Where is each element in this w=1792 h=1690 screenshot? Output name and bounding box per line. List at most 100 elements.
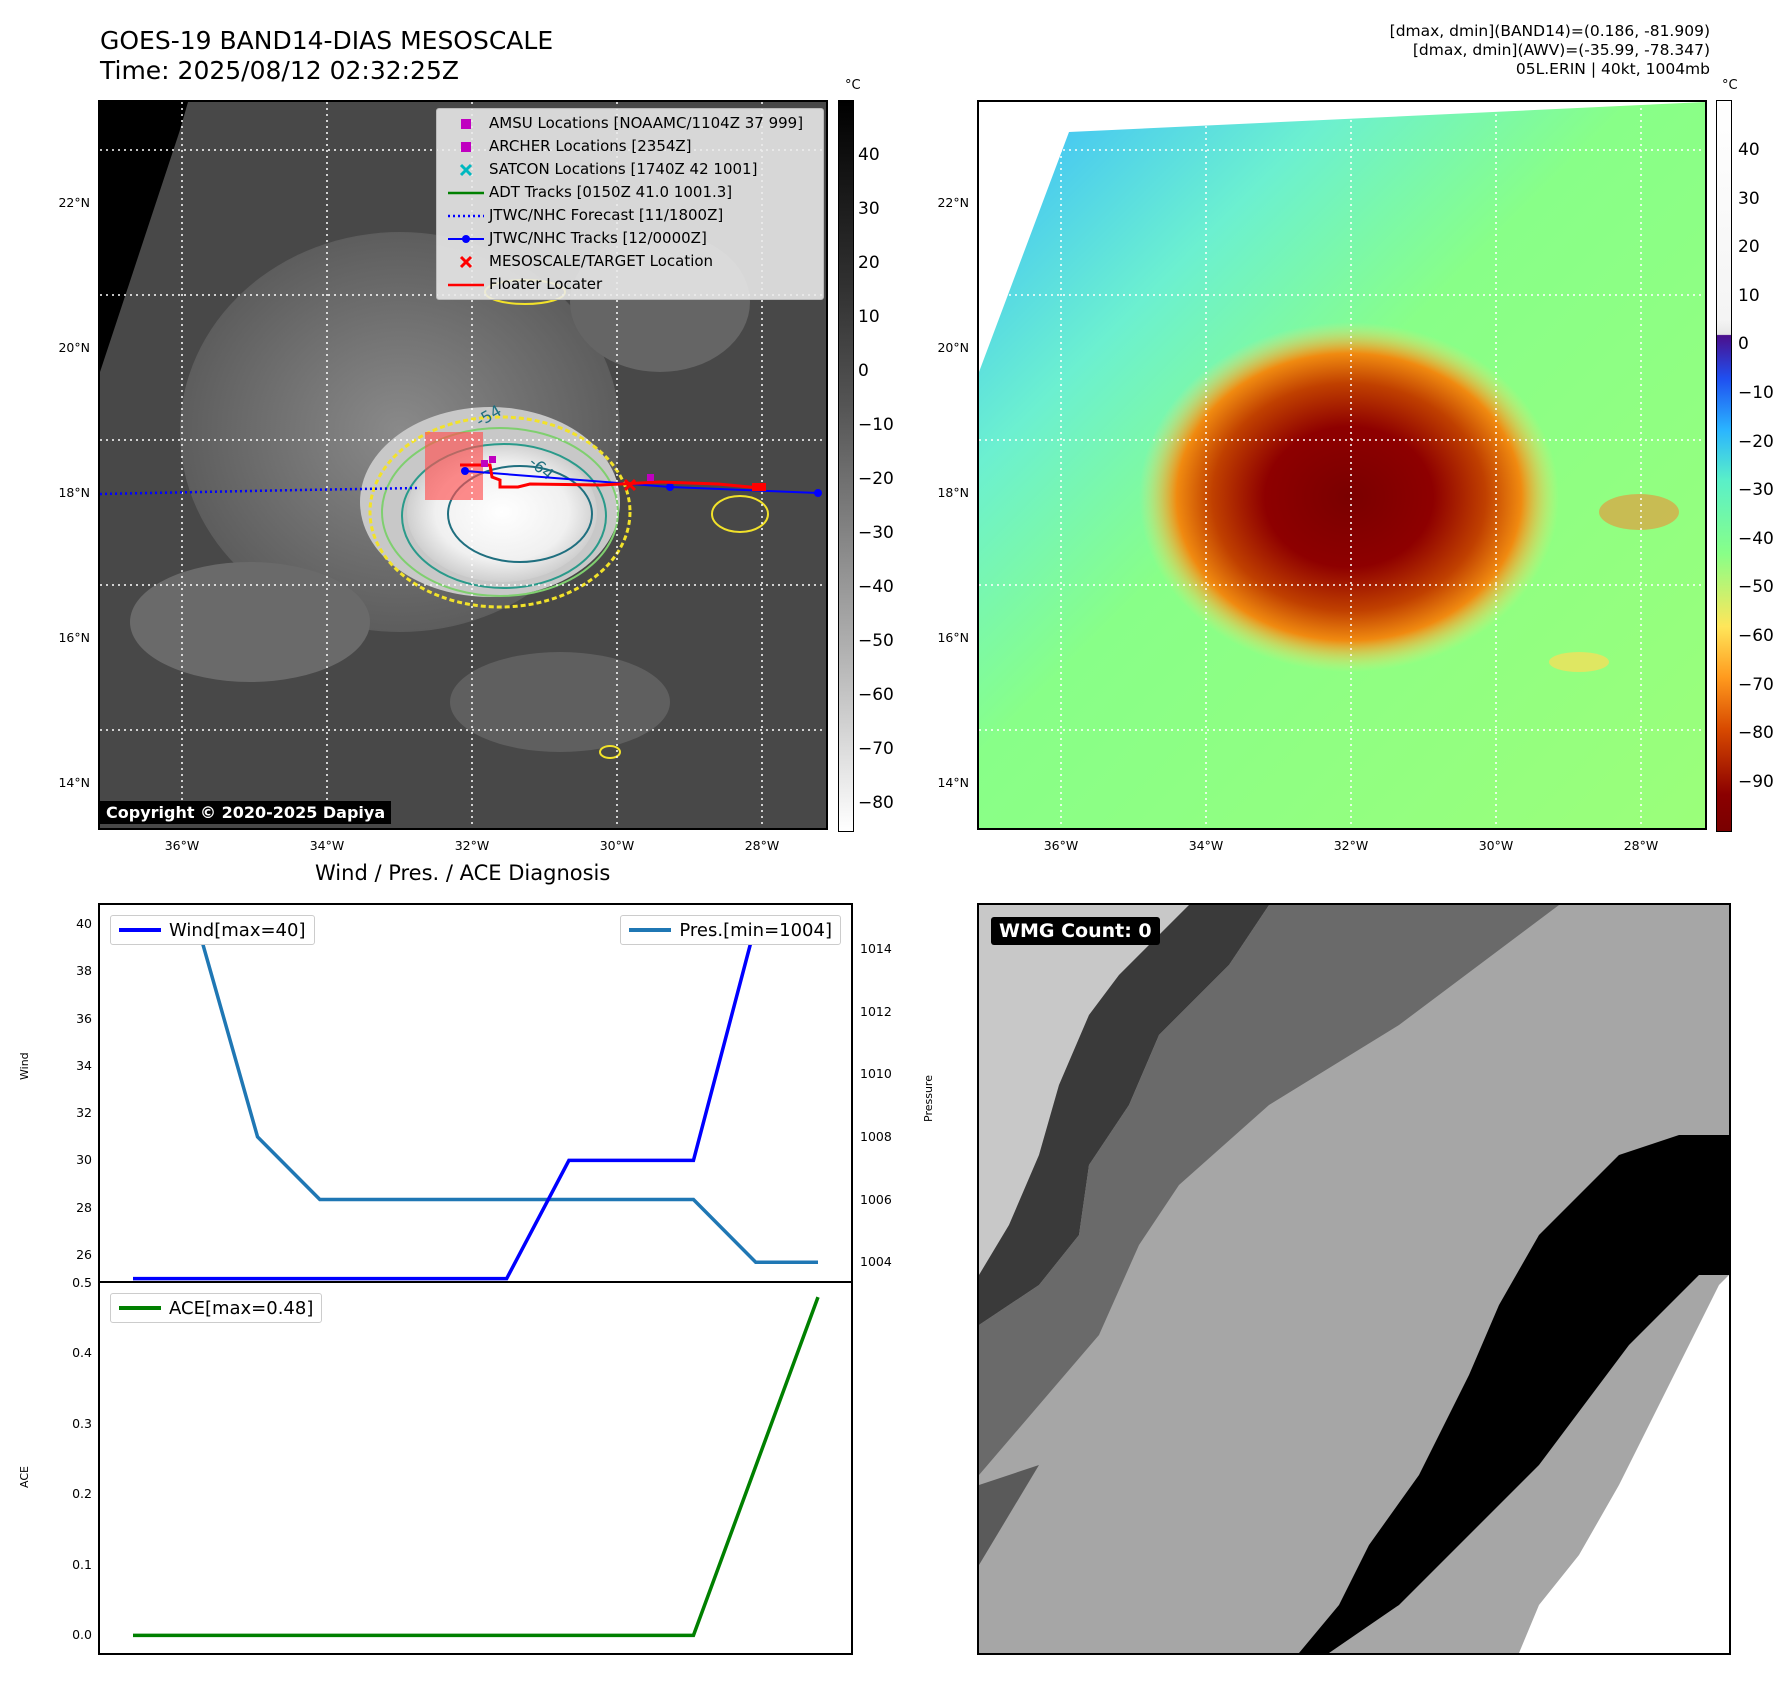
ir-map-panel[interactable]: -54 -64 Copyright © 2020-2025 Dapiya AMS…: [98, 100, 828, 830]
ir-legend-entry: AMSU Locations [NOAAMC/1104Z 37 999]: [443, 112, 817, 135]
ir-colorbar-tick: −20: [858, 469, 894, 489]
ir-colorbar-tick: −60: [858, 685, 894, 705]
ace-series-line: [133, 1296, 820, 1638]
ir-legend-label: SATCON Locations [1740Z 42 1001]: [489, 160, 758, 178]
ir-colorbar-unit: °C: [845, 78, 861, 93]
ace-legend-label: ACE[max=0.48]: [169, 1297, 314, 1319]
lat-tick: 18°N: [58, 485, 90, 500]
ir-legend-label: JTWC/NHC Forecast [11/1800Z]: [489, 206, 724, 224]
wind-tick: 40: [76, 915, 92, 931]
lat-tick: 18°N: [937, 485, 969, 500]
ir-colorbar-tick: 40: [858, 145, 880, 165]
floater-track: [460, 463, 761, 490]
wind-tick: 28: [76, 1199, 92, 1215]
ir-legend-entry: ARCHER Locations [2354Z]: [443, 135, 817, 158]
wind-series-line: [133, 922, 818, 1281]
lat-tick: 20°N: [58, 340, 90, 355]
ir-legend-symbol: [443, 183, 489, 203]
ir-legend-entry: Floater Locater: [443, 273, 817, 296]
wind-tick: 36: [76, 1010, 92, 1026]
ir-legend-label: ARCHER Locations [2354Z]: [489, 137, 692, 155]
ace-tick: 0.2: [72, 1486, 92, 1502]
forecast-track: [100, 486, 421, 496]
awv-colorbar-tick: −10: [1738, 383, 1774, 403]
wind-tick: 34: [76, 1057, 92, 1073]
ir-legend-label: AMSU Locations [NOAAMC/1104Z 37 999]: [489, 114, 804, 132]
band14-range: [dmax, dmin](BAND14)=(0.186, -81.909): [1389, 22, 1710, 40]
ir-colorbar-tick: −40: [858, 577, 894, 597]
ir-colorbar-tick: −70: [858, 739, 894, 759]
pressure-legend: Pres.[min=1004]: [620, 915, 841, 945]
ir-legend-entry: JTWC/NHC Forecast [11/1800Z]: [443, 204, 817, 227]
ir-legend-symbol: [443, 229, 489, 249]
ace-tick: 0.0: [72, 1627, 92, 1643]
pressure-tick: 1012: [860, 1003, 892, 1019]
lat-tick: 16°N: [58, 630, 90, 645]
ir-legend-entry: JTWC/NHC Tracks [12/0000Z]: [443, 227, 817, 250]
ace-chart: ACE[max=0.48]: [98, 1281, 853, 1655]
lon-tick: 36°W: [1043, 838, 1079, 853]
ir-legend-label: Floater Locater: [489, 275, 603, 293]
ir-legend-label: ADT Tracks [0150Z 41.0 1001.3]: [489, 183, 733, 201]
pressure-legend-line: [629, 928, 672, 932]
ir-legend-label: JTWC/NHC Tracks [12/0000Z]: [489, 229, 707, 247]
ace-tick: 0.4: [72, 1345, 92, 1361]
wind-axis-label: Wind: [18, 1052, 31, 1080]
figure-title: GOES-19 BAND14-DIAS MESOSCALE Time: 2025…: [100, 26, 553, 86]
storm-info: [dmax, dmin](BAND14)=(0.186, -81.909) [d…: [1390, 22, 1710, 79]
lat-tick: 16°N: [937, 630, 969, 645]
awv-colorbar-tick: 30: [1738, 188, 1760, 209]
ir-colorbar-tick: 30: [858, 199, 880, 219]
ir-colorbar-tick: 10: [858, 307, 880, 327]
awv-range: [dmax, dmin](AWV)=(-35.99, -78.347): [1412, 41, 1710, 59]
lon-tick: 36°W: [164, 838, 200, 853]
wind-tick: 32: [76, 1105, 92, 1121]
storm-summary: 05L.ERIN | 40kt, 1004mb: [1515, 60, 1710, 78]
title-line-2: Time: 2025/08/12 02:32:25Z: [100, 56, 459, 85]
pressure-series-line: [133, 915, 818, 1264]
ir-colorbar-tick: −10: [858, 415, 894, 435]
lon-tick: 34°W: [309, 838, 345, 853]
wind-pressure-chart: Wind[max=40] Pres.[min=1004]: [98, 903, 853, 1283]
lat-tick: 14°N: [58, 775, 90, 790]
awv-colorbar-tick: 0: [1738, 334, 1749, 355]
ir-legend-symbol: [443, 137, 489, 157]
diag-title: Wind / Pres. / ACE Diagnosis: [315, 861, 611, 885]
lat-tick: 20°N: [937, 340, 969, 355]
wind-tick: 26: [76, 1246, 92, 1262]
ace-plot: [133, 1296, 820, 1638]
ir-legend-symbol: [443, 160, 489, 180]
ir-legend-symbol: [443, 206, 489, 226]
pressure-tick: 1006: [860, 1191, 892, 1207]
lon-tick: 30°W: [1478, 838, 1514, 853]
ir-colorbar-tick: −50: [858, 631, 894, 651]
awv-colorbar-tick: −20: [1738, 431, 1774, 452]
wind-legend-label: Wind[max=40]: [169, 919, 306, 941]
lat-tick: 22°N: [58, 195, 90, 210]
lon-tick: 34°W: [1188, 838, 1224, 853]
awv-colorbar-tick: −90: [1738, 771, 1774, 792]
ir-colorbar: [838, 100, 854, 832]
ir-legend: AMSU Locations [NOAAMC/1104Z 37 999] ARCH…: [436, 108, 824, 300]
ir-legend-entry: ADT Tracks [0150Z 41.0 1001.3]: [443, 181, 817, 204]
ace-axis-label: ACE: [18, 1466, 31, 1488]
lon-tick: 28°W: [1623, 838, 1659, 853]
ir-legend-entry: MESOSCALE/TARGET Location: [443, 250, 817, 273]
wmg-count-label: WMG Count: 0: [991, 917, 1160, 945]
awv-colorbar-tick: 10: [1738, 285, 1760, 306]
awv-colorbar-tick: 20: [1738, 237, 1760, 258]
awv-imagery: [979, 102, 1705, 828]
awv-colorbar-tick: 40: [1738, 140, 1760, 160]
wind-tick: 38: [76, 963, 92, 979]
wind-pressure-plot: [133, 915, 818, 1281]
awv-colorbar-tick: −80: [1738, 723, 1774, 744]
ir-colorbar-tick: −30: [858, 523, 894, 543]
ace-legend: ACE[max=0.48]: [110, 1293, 323, 1323]
lon-tick: 32°W: [1333, 838, 1369, 853]
copyright-label: Copyright © 2020-2025 Dapiya: [100, 801, 392, 824]
awv-colorbar-tick: −50: [1738, 577, 1774, 598]
pressure-tick: 1010: [860, 1066, 892, 1082]
awv-map-panel[interactable]: [977, 100, 1707, 830]
lon-tick: 28°W: [744, 838, 780, 853]
lon-tick: 32°W: [454, 838, 490, 853]
